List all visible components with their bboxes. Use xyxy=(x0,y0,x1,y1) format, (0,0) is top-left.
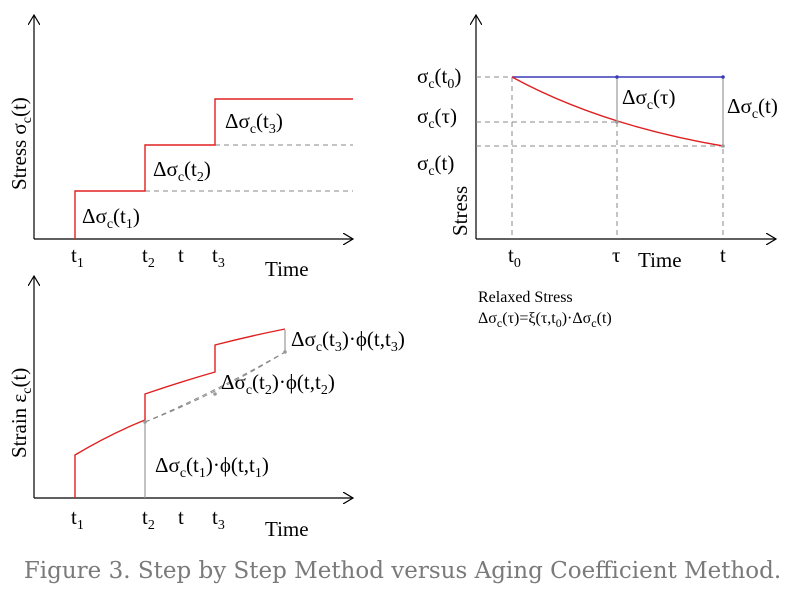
strain-increment-2: Δσc(t2)·ϕ(t,t2) xyxy=(221,370,335,398)
relax-point xyxy=(721,75,725,79)
strain-point xyxy=(283,350,287,354)
relaxed-stress-formula: Δσc(τ)=ξ(τ,t0)·Δσc(t) xyxy=(478,310,612,330)
stress-tick-t1: t1 xyxy=(71,243,84,271)
strain-increment-1: Δσc(t1)·ϕ(t,t1) xyxy=(155,453,269,481)
stress-tick-t2: t2 xyxy=(142,243,155,271)
relax-x-label: Time xyxy=(638,248,682,272)
stress-tick-t3: t3 xyxy=(212,243,225,271)
stress-y-label: Stress σc(t) xyxy=(7,97,35,190)
relax-delta-tau-label: Δσc(τ) xyxy=(622,85,675,113)
strain-curve xyxy=(74,328,286,498)
relax-ylabel-tau: σc(τ) xyxy=(417,104,457,132)
relaxed-stress-title: Relaxed Stress xyxy=(478,289,573,306)
relax-ylabel-t0: σc(t0) xyxy=(417,64,461,92)
stress-step-curve xyxy=(74,98,353,239)
relax-curve xyxy=(511,76,724,147)
step-label-3: Δσc(t3) xyxy=(225,109,283,137)
relax-ylabel-t: σc(t) xyxy=(417,151,454,179)
strain-panel: Strain εc(t) Δσc(t1)·ϕ(t,t1) Δσc(t2)·ϕ(t… xyxy=(7,276,405,541)
stress-step-panel: Stress σc(t) Δσc(t1) Δσc(t2) Δσc(t3) t1 … xyxy=(7,15,353,281)
strain-increment-3: Δσc(t3)·ϕ(t,t3) xyxy=(291,327,405,355)
strain-creep-dash xyxy=(144,351,286,423)
relax-tick-tau: τ xyxy=(612,243,620,267)
figure-caption: Figure 3. Step by Step Method versus Agi… xyxy=(23,558,782,584)
relax-tick-t: t xyxy=(720,243,726,267)
step-label-1: Δσc(t1) xyxy=(82,204,140,232)
strain-tick-t2: t2 xyxy=(142,505,155,533)
strain-point xyxy=(143,420,147,424)
strain-tick-t: t xyxy=(178,505,184,529)
relax-point xyxy=(615,75,619,79)
relaxation-panel: σc(t0) σc(τ) σc(t) Stress Δσc(τ) Δσc(t) … xyxy=(417,15,778,330)
strain-y-label: Strain εc(t) xyxy=(7,368,35,458)
relax-delta-t-label: Δσc(t) xyxy=(727,94,778,122)
relax-point xyxy=(721,144,725,148)
stress-x-label: Time xyxy=(265,257,309,281)
strain-tick-t3: t3 xyxy=(212,505,225,533)
strain-point xyxy=(213,392,217,396)
strain-tick-t1: t1 xyxy=(71,505,84,533)
relax-y-label: Stress xyxy=(448,186,472,236)
strain-creep-dash xyxy=(144,351,286,423)
relax-tick-t0: t0 xyxy=(508,243,521,271)
step-label-2: Δσc(t2) xyxy=(153,157,211,185)
strain-x-label: Time xyxy=(265,517,309,541)
relax-point xyxy=(615,120,619,124)
stress-tick-t: t xyxy=(178,243,184,267)
